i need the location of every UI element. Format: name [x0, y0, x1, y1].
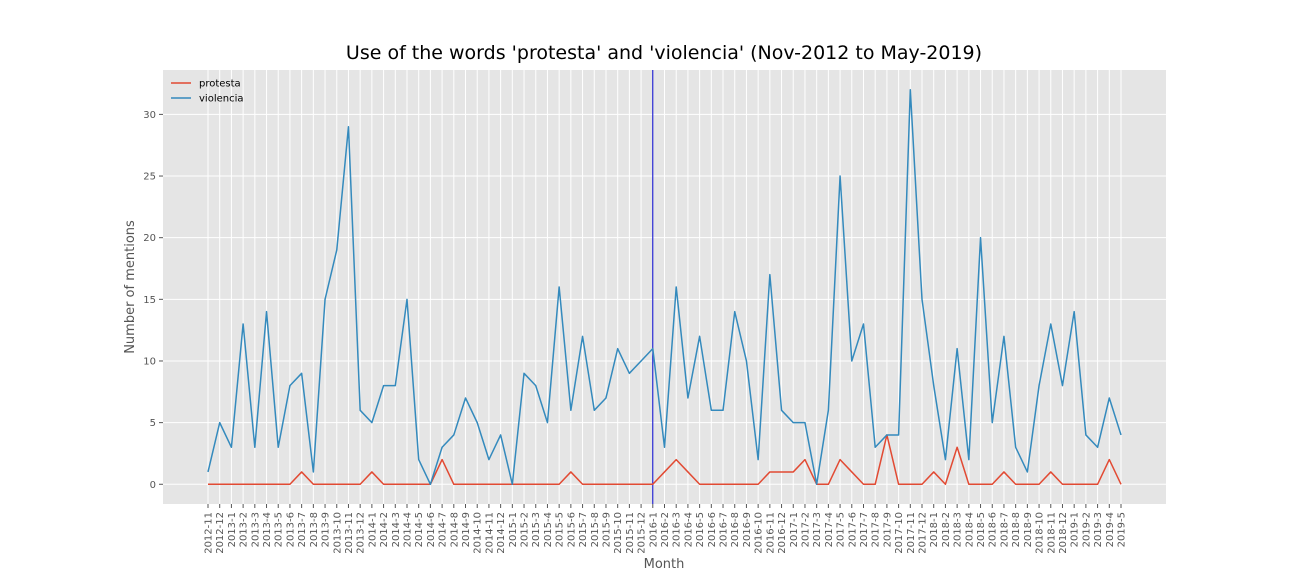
x-tick-label: 2012-11 — [204, 512, 215, 554]
y-tick-label: 20 — [143, 233, 156, 244]
x-tick-label: 2016-3 — [672, 512, 683, 547]
x-tick-label: 2018-4 — [964, 512, 975, 547]
x-tick-label: 2013-10 — [332, 512, 343, 554]
x-tick-label: 2019-4 — [1105, 512, 1116, 547]
chart-title: Use of the words 'protesta' and 'violenc… — [346, 42, 982, 64]
x-tick-label: 2015-5 — [555, 512, 566, 547]
x-tick-label: 2013-4 — [262, 512, 273, 547]
y-axis-label: Number of mentions — [123, 220, 138, 354]
y-tick-labels: 0 5 10 15 20 25 30 — [143, 110, 163, 491]
x-tick-labels: 2012-11 2012-12 2013-1 2013-2 2013-3 2013-4 20… — [204, 504, 1128, 554]
x-tick-label: 2016-5 — [695, 512, 706, 547]
x-tick-label: 2017-10 — [894, 512, 905, 554]
x-tick-label: 2013-11 — [344, 512, 355, 554]
x-tick-label: 2018-10 — [1035, 512, 1046, 554]
x-tick-label: 2013-5 — [274, 512, 285, 547]
x-tick-label: 2017-8 — [871, 512, 882, 547]
x-tick-label: 2014-4 — [402, 512, 413, 547]
x-tick-label: 2014-11 — [484, 512, 495, 554]
x-tick-label: 2018-2 — [941, 512, 952, 547]
x-tick-label: 2014-3 — [391, 512, 402, 547]
x-tick-label: 2015-4 — [543, 512, 554, 547]
x-tick-label: 2015-6 — [566, 512, 577, 547]
x-tick-label: 2019-5 — [1117, 512, 1128, 547]
x-tick-label: 2013-8 — [309, 512, 320, 547]
x-tick-label: 2016-4 — [683, 512, 694, 547]
x-tick-label: 2015-9 — [601, 512, 612, 547]
x-tick-label: 2013-3 — [250, 512, 261, 547]
x-tick-label: 2016-7 — [719, 512, 730, 547]
x-tick-label: 2017-11 — [906, 512, 917, 554]
x-tick-label: 2015-1 — [508, 512, 519, 547]
x-tick-label: 2014-7 — [438, 512, 449, 547]
x-tick-label: 2019-2 — [1081, 512, 1092, 547]
legend: protesta violencia — [171, 79, 244, 105]
x-tick-label: 2018-12 — [1058, 512, 1069, 554]
x-tick-label: 2013-2 — [239, 512, 250, 547]
legend-label-protesta: protesta — [199, 79, 241, 90]
x-tick-label: 2018-9 — [1023, 512, 1034, 547]
x-tick-label: 2015-12 — [637, 512, 648, 554]
x-tick-label: 2016-6 — [707, 512, 718, 547]
x-tick-label: 2016-9 — [742, 512, 753, 547]
x-tick-label: 2018-1 — [929, 512, 940, 547]
grid-lines — [163, 70, 1166, 504]
x-tick-label: 2013-6 — [285, 512, 296, 547]
x-tick-label: 2017-1 — [789, 512, 800, 547]
x-tick-label: 2018-5 — [976, 512, 987, 547]
series-line-violencia — [207, 88, 1122, 486]
x-tick-label: 2014-1 — [367, 512, 378, 547]
x-tick-label: 2016-12 — [777, 512, 788, 554]
x-tick-label: 2017-6 — [847, 512, 858, 547]
x-tick-label: 2014-9 — [461, 512, 472, 547]
x-tick-label: 2018-11 — [1046, 512, 1057, 554]
y-tick-label: 30 — [143, 110, 156, 121]
y-tick-label: 25 — [143, 172, 156, 183]
x-tick-label: 2017-9 — [882, 512, 893, 547]
x-tick-label: 2014-6 — [426, 512, 437, 547]
x-tick-label: 2014-8 — [449, 512, 460, 547]
x-tick-label: 2017-4 — [824, 512, 835, 547]
x-tick-label: 2013-9 — [321, 512, 332, 547]
x-tick-label: 2018-7 — [999, 512, 1010, 547]
x-tick-label: 2016-10 — [754, 512, 765, 554]
x-tick-label: 2018-6 — [988, 512, 999, 547]
x-tick-label: 2013-7 — [297, 512, 308, 547]
x-axis-label: Month — [644, 557, 685, 572]
y-tick-label: 15 — [143, 295, 156, 306]
x-tick-label: 2017-12 — [918, 512, 929, 554]
x-tick-label: 2014-12 — [496, 512, 507, 554]
y-tick-label: 5 — [150, 418, 156, 429]
x-tick-label: 2017-7 — [859, 512, 870, 547]
x-tick-label: 2019-3 — [1093, 512, 1104, 547]
x-tick-label: 2016-8 — [730, 512, 741, 547]
x-tick-label: 2018-3 — [953, 512, 964, 547]
series-line-protesta — [208, 434, 1122, 486]
x-tick-label: 2019-1 — [1070, 512, 1081, 547]
legend-label-violencia: violencia — [199, 94, 244, 105]
y-tick-label: 10 — [143, 356, 156, 367]
x-tick-label: 2018-8 — [1011, 512, 1022, 547]
x-tick-label: 2014-5 — [414, 512, 425, 547]
x-tick-label: 2012-12 — [215, 512, 226, 554]
x-tick-label: 2016-11 — [765, 512, 776, 554]
y-tick-label: 0 — [150, 480, 156, 491]
x-tick-label: 2015-10 — [613, 512, 624, 554]
x-tick-label: 2013-12 — [356, 512, 367, 554]
x-tick-label: 2015-11 — [625, 512, 636, 554]
x-tick-label: 2015-2 — [520, 512, 531, 547]
x-tick-label: 2015-8 — [590, 512, 601, 547]
x-tick-label: 2013-1 — [227, 512, 238, 547]
x-tick-label: 2015-3 — [531, 512, 542, 547]
x-tick-label: 2014-10 — [473, 512, 484, 554]
x-tick-label: 2015-7 — [578, 512, 589, 547]
x-tick-label: 2017-2 — [800, 512, 811, 547]
x-tick-label: 2017-5 — [836, 512, 847, 547]
x-tick-label: 2016-2 — [660, 512, 671, 547]
x-tick-label: 2017-3 — [812, 512, 823, 547]
series-lines — [207, 88, 1122, 486]
x-tick-label: 2016-1 — [648, 512, 659, 547]
x-tick-label: 2014-2 — [379, 512, 390, 547]
